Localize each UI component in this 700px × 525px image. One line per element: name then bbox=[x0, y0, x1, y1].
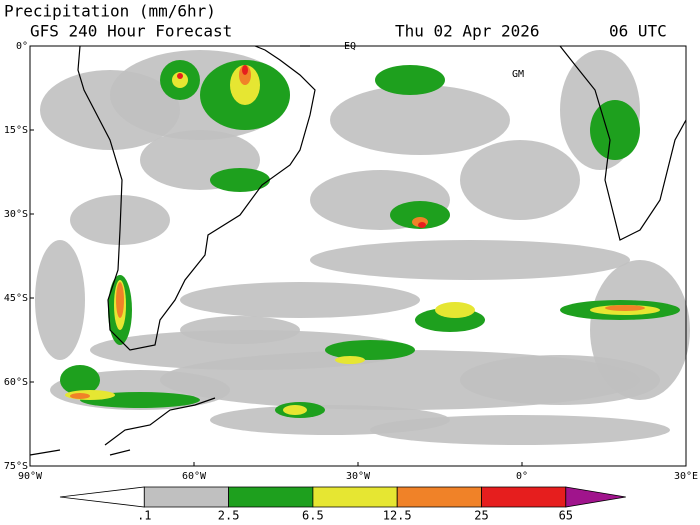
precip-very-heavy bbox=[605, 305, 645, 311]
colorbar-segment bbox=[312, 486, 398, 508]
meridian-label: GM bbox=[512, 69, 524, 80]
lat-label: 0° bbox=[16, 41, 28, 52]
colorbar-segment bbox=[396, 486, 482, 508]
precip-light bbox=[180, 282, 420, 318]
precip-heavy bbox=[335, 356, 365, 364]
colorbar-label: 2.5 bbox=[218, 509, 240, 523]
subtitle: GFS 240 Hour Forecast bbox=[30, 22, 232, 41]
lon-label: 60°W bbox=[182, 471, 207, 482]
precip-very-heavy bbox=[70, 393, 90, 399]
precip-light bbox=[310, 240, 630, 280]
coastline bbox=[559, 45, 687, 241]
precip-light bbox=[590, 260, 690, 400]
precip-moderate bbox=[375, 65, 445, 95]
colorbar-segment bbox=[565, 486, 626, 508]
precip-moderate bbox=[390, 201, 450, 229]
lon-label: 30°E bbox=[674, 471, 698, 482]
lat-label: 60°S bbox=[4, 377, 28, 388]
lon-label: 0° bbox=[516, 471, 528, 482]
precip-moderate bbox=[590, 100, 640, 160]
colorbar-segment bbox=[481, 486, 567, 508]
map-area bbox=[29, 45, 690, 456]
precip-very-heavy bbox=[116, 282, 124, 318]
forecast-time: 06 UTC bbox=[609, 22, 667, 41]
lat-label: 75°S bbox=[4, 461, 28, 472]
title: Precipitation (mm/6hr) bbox=[4, 2, 216, 21]
precip-light bbox=[330, 85, 510, 155]
precip-light bbox=[35, 240, 85, 360]
precip-moderate bbox=[210, 168, 270, 192]
precip-light bbox=[460, 140, 580, 220]
lon-label: 90°W bbox=[18, 471, 43, 482]
colorbar: .1 2.5 6.5 12.5 25 65 bbox=[59, 486, 626, 523]
colorbar-segment bbox=[59, 486, 145, 508]
colorbar-label: .1 bbox=[137, 509, 151, 523]
lon-label: 30°W bbox=[346, 471, 371, 482]
precip-moderate bbox=[60, 365, 100, 395]
lat-label: 30°S bbox=[4, 209, 28, 220]
precip-light bbox=[180, 316, 300, 344]
forecast-date: Thu 02 Apr 2026 bbox=[395, 22, 540, 41]
precip-heavy bbox=[172, 72, 188, 88]
colorbar-label: 12.5 bbox=[383, 509, 412, 523]
precip-heavy bbox=[435, 302, 475, 318]
colorbar-label: 25 bbox=[474, 509, 488, 523]
coastline bbox=[77, 45, 316, 351]
precip-extreme bbox=[177, 73, 183, 79]
colorbar-label: 6.5 bbox=[302, 509, 324, 523]
colorbar-segment bbox=[143, 486, 229, 508]
lat-label: 45°S bbox=[4, 293, 28, 304]
precip-extreme bbox=[418, 222, 426, 228]
coastline bbox=[29, 397, 216, 456]
lat-label: 15°S bbox=[4, 125, 28, 136]
colorbar-label: 65 bbox=[559, 509, 573, 523]
equator-label: EQ bbox=[344, 41, 356, 52]
colorbar-segment bbox=[228, 486, 314, 508]
precip-heavy bbox=[283, 405, 307, 415]
precip-extreme bbox=[242, 65, 248, 75]
precip-light bbox=[370, 415, 670, 445]
precip-moderate bbox=[325, 340, 415, 360]
